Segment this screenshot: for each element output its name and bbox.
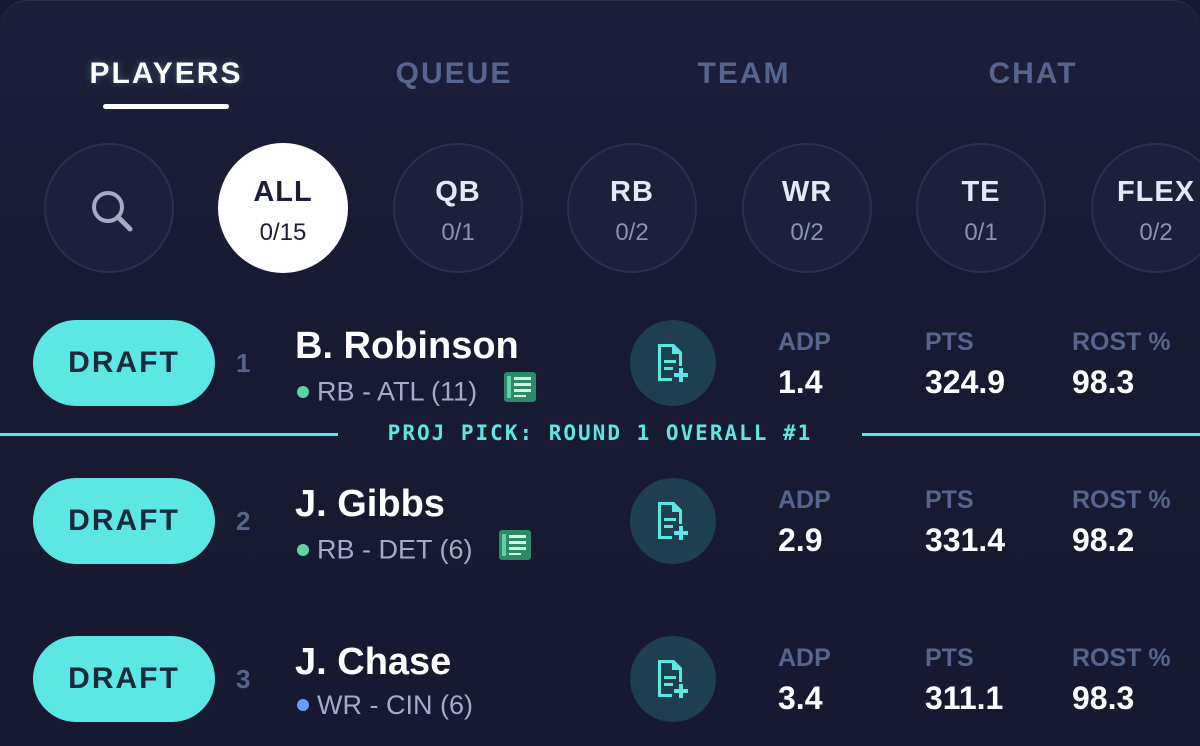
filter-count: 0/2 bbox=[790, 219, 824, 246]
player-name[interactable]: J. Chase bbox=[295, 641, 452, 683]
rost-label: ROST % bbox=[1072, 644, 1171, 672]
filter-position-label: TE bbox=[961, 176, 1001, 208]
filter-count: 0/2 bbox=[1139, 219, 1173, 246]
filter-te[interactable]: TE 0/1 bbox=[916, 143, 1046, 273]
draft-button[interactable]: DRAFT bbox=[33, 636, 215, 722]
draft-button[interactable]: DRAFT bbox=[33, 320, 215, 406]
player-row: DRAFT 2 J. Gibbs RB - DET (6) ADP 2.9 PT… bbox=[0, 458, 1200, 588]
add-note-icon bbox=[658, 660, 688, 698]
player-info: RB - ATL (11) bbox=[297, 371, 537, 413]
adp-value: 1.4 bbox=[778, 364, 823, 400]
player-position: WR bbox=[317, 690, 362, 720]
tab-chat[interactable]: CHAT bbox=[988, 57, 1078, 90]
proj-pick-line-left bbox=[0, 433, 338, 436]
filter-position-label: WR bbox=[781, 176, 833, 208]
filter-count: 0/15 bbox=[259, 219, 307, 246]
pts-label: PTS bbox=[925, 644, 974, 672]
rost-value: 98.2 bbox=[1072, 522, 1135, 558]
rost-label: ROST % bbox=[1072, 486, 1171, 514]
proj-pick-line-right bbox=[862, 433, 1200, 436]
adp-label: ADP bbox=[778, 644, 831, 672]
tab-queue[interactable]: QUEUE bbox=[395, 57, 513, 90]
filter-count: 0/1 bbox=[441, 219, 475, 246]
search-button[interactable] bbox=[44, 143, 174, 273]
add-note-button[interactable] bbox=[630, 478, 716, 564]
player-info: WR - CIN (6) bbox=[297, 690, 473, 721]
add-note-icon bbox=[658, 502, 688, 540]
player-team: - DET (6) bbox=[362, 534, 473, 565]
adp-value: 3.4 bbox=[778, 680, 823, 716]
adp-label: ADP bbox=[778, 486, 831, 514]
adp-value: 2.9 bbox=[778, 522, 823, 558]
pts-value: 311.1 bbox=[925, 680, 1004, 716]
position-dot bbox=[297, 543, 309, 556]
filter-rb[interactable]: RB 0/2 bbox=[567, 143, 697, 273]
filter-wr[interactable]: WR 0/2 bbox=[742, 143, 872, 273]
filter-count: 0/2 bbox=[615, 219, 649, 246]
player-name[interactable]: B. Robinson bbox=[295, 325, 519, 367]
player-name[interactable]: J. Gibbs bbox=[295, 483, 445, 525]
search-icon bbox=[92, 191, 133, 232]
filter-all[interactable]: ALL 0/15 bbox=[218, 143, 348, 273]
player-team: - CIN (6) bbox=[369, 690, 474, 720]
filter-position-label: FLEX bbox=[1116, 176, 1196, 208]
player-position: RB bbox=[317, 376, 355, 407]
position-dot bbox=[297, 385, 309, 398]
proj-pick-label: PROJ PICK: ROUND 1 OVERALL #1 bbox=[387, 421, 813, 445]
player-row: DRAFT 1 B. Robinson RB - ATL (11) ADP 1.… bbox=[0, 300, 1200, 430]
add-note-icon bbox=[658, 344, 688, 382]
filter-qb[interactable]: QB 0/1 bbox=[393, 143, 523, 273]
news-icon[interactable] bbox=[503, 371, 537, 410]
rost-value: 98.3 bbox=[1072, 680, 1135, 716]
rost-value: 98.3 bbox=[1072, 364, 1135, 400]
filter-count: 0/1 bbox=[964, 219, 998, 246]
draft-button[interactable]: DRAFT bbox=[33, 478, 215, 564]
rost-label: ROST % bbox=[1072, 328, 1171, 356]
news-icon[interactable] bbox=[498, 529, 532, 568]
adp-label: ADP bbox=[778, 328, 831, 356]
add-note-button[interactable] bbox=[630, 320, 716, 406]
pts-label: PTS bbox=[925, 328, 974, 356]
player-team: - ATL (11) bbox=[362, 376, 478, 407]
tab-active-indicator bbox=[103, 104, 229, 109]
position-dot bbox=[297, 698, 309, 711]
player-row: DRAFT 3 J. Chase WR - CIN (6) ADP 3.4 PT… bbox=[0, 616, 1200, 746]
pts-label: PTS bbox=[925, 486, 974, 514]
add-note-button[interactable] bbox=[630, 636, 716, 722]
player-rank: 2 bbox=[236, 506, 251, 536]
filter-position-label: ALL bbox=[253, 176, 313, 208]
player-position: RB bbox=[317, 534, 355, 565]
tab-players[interactable]: PLAYERS bbox=[89, 57, 243, 90]
player-rank: 1 bbox=[236, 348, 251, 378]
pts-value: 324.9 bbox=[925, 364, 1006, 400]
filter-position-label: RB bbox=[610, 176, 654, 208]
player-rank: 3 bbox=[236, 664, 251, 694]
player-info: RB - DET (6) bbox=[297, 529, 532, 571]
filter-flex[interactable]: FLEX 0/2 bbox=[1091, 143, 1200, 273]
filter-position-label: QB bbox=[435, 176, 481, 208]
pts-value: 331.4 bbox=[925, 522, 1006, 558]
tab-team[interactable]: TEAM bbox=[697, 57, 791, 90]
